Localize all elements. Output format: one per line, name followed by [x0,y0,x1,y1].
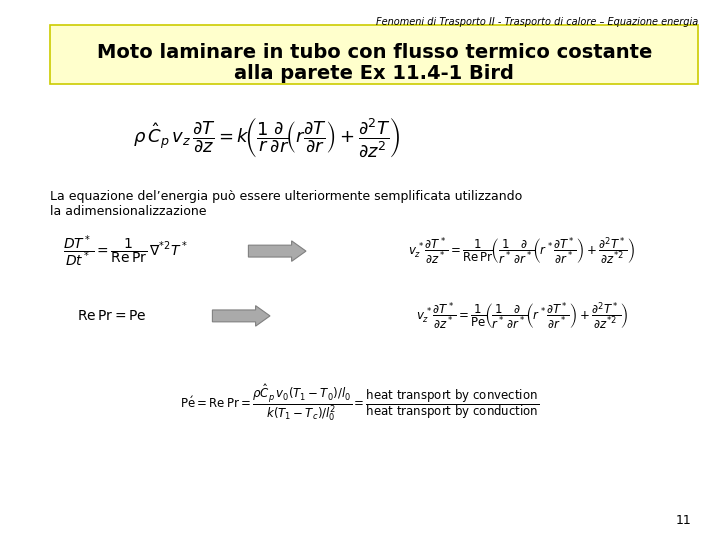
FancyArrow shape [248,241,306,261]
FancyBboxPatch shape [50,25,698,84]
Text: $v_z^{\,*}\dfrac{\partial T^*}{\partial z^*} = \dfrac{1}{\mathrm{Re\,Pr}}\!\left: $v_z^{\,*}\dfrac{\partial T^*}{\partial … [408,235,636,267]
Text: $\mathrm{Re\,Pr} = \mathrm{Pe}$: $\mathrm{Re\,Pr} = \mathrm{Pe}$ [77,309,146,323]
Text: Moto laminare in tubo con flusso termico costante: Moto laminare in tubo con flusso termico… [96,43,652,62]
Text: la adimensionalizzazione: la adimensionalizzazione [50,205,207,218]
Text: $\rho\,\hat{C}_p\,v_z\,\dfrac{\partial T}{\partial z} = k\!\left(\dfrac{1}{r}\df: $\rho\,\hat{C}_p\,v_z\,\dfrac{\partial T… [132,116,400,159]
Text: 11: 11 [675,514,691,526]
Text: Fenomeni di Trasporto II - Trasporto di calore – Equazione energia: Fenomeni di Trasporto II - Trasporto di … [376,17,698,28]
Text: alla parete Ex 11.4-1 Bird: alla parete Ex 11.4-1 Bird [235,64,514,84]
FancyArrow shape [212,306,270,326]
Text: La equazione del’energia può essere ulteriormente semplificata utilizzando: La equazione del’energia può essere ulte… [50,190,523,203]
Text: $v_z^{\,*}\dfrac{\partial T^*}{\partial z^*} = \dfrac{1}{\mathrm{Pe}}\!\left(\df: $v_z^{\,*}\dfrac{\partial T^*}{\partial … [416,300,628,332]
Text: $\mathrm{P\acute{e}} = \mathrm{Re\,Pr} = \dfrac{\rho\hat{C}_p\,v_0(T_1-T_0)/l_0}: $\mathrm{P\acute{e}} = \mathrm{Re\,Pr} =… [180,382,540,423]
Text: $\dfrac{DT^*}{Dt^*} = \dfrac{1}{\mathrm{Re\,Pr}}\,\nabla^{*2}T^*$: $\dfrac{DT^*}{Dt^*} = \dfrac{1}{\mathrm{… [63,233,189,269]
